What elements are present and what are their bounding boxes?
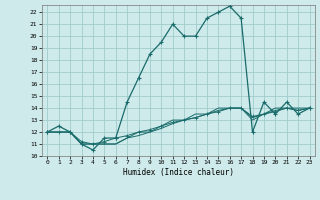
X-axis label: Humidex (Indice chaleur): Humidex (Indice chaleur) <box>123 168 234 177</box>
